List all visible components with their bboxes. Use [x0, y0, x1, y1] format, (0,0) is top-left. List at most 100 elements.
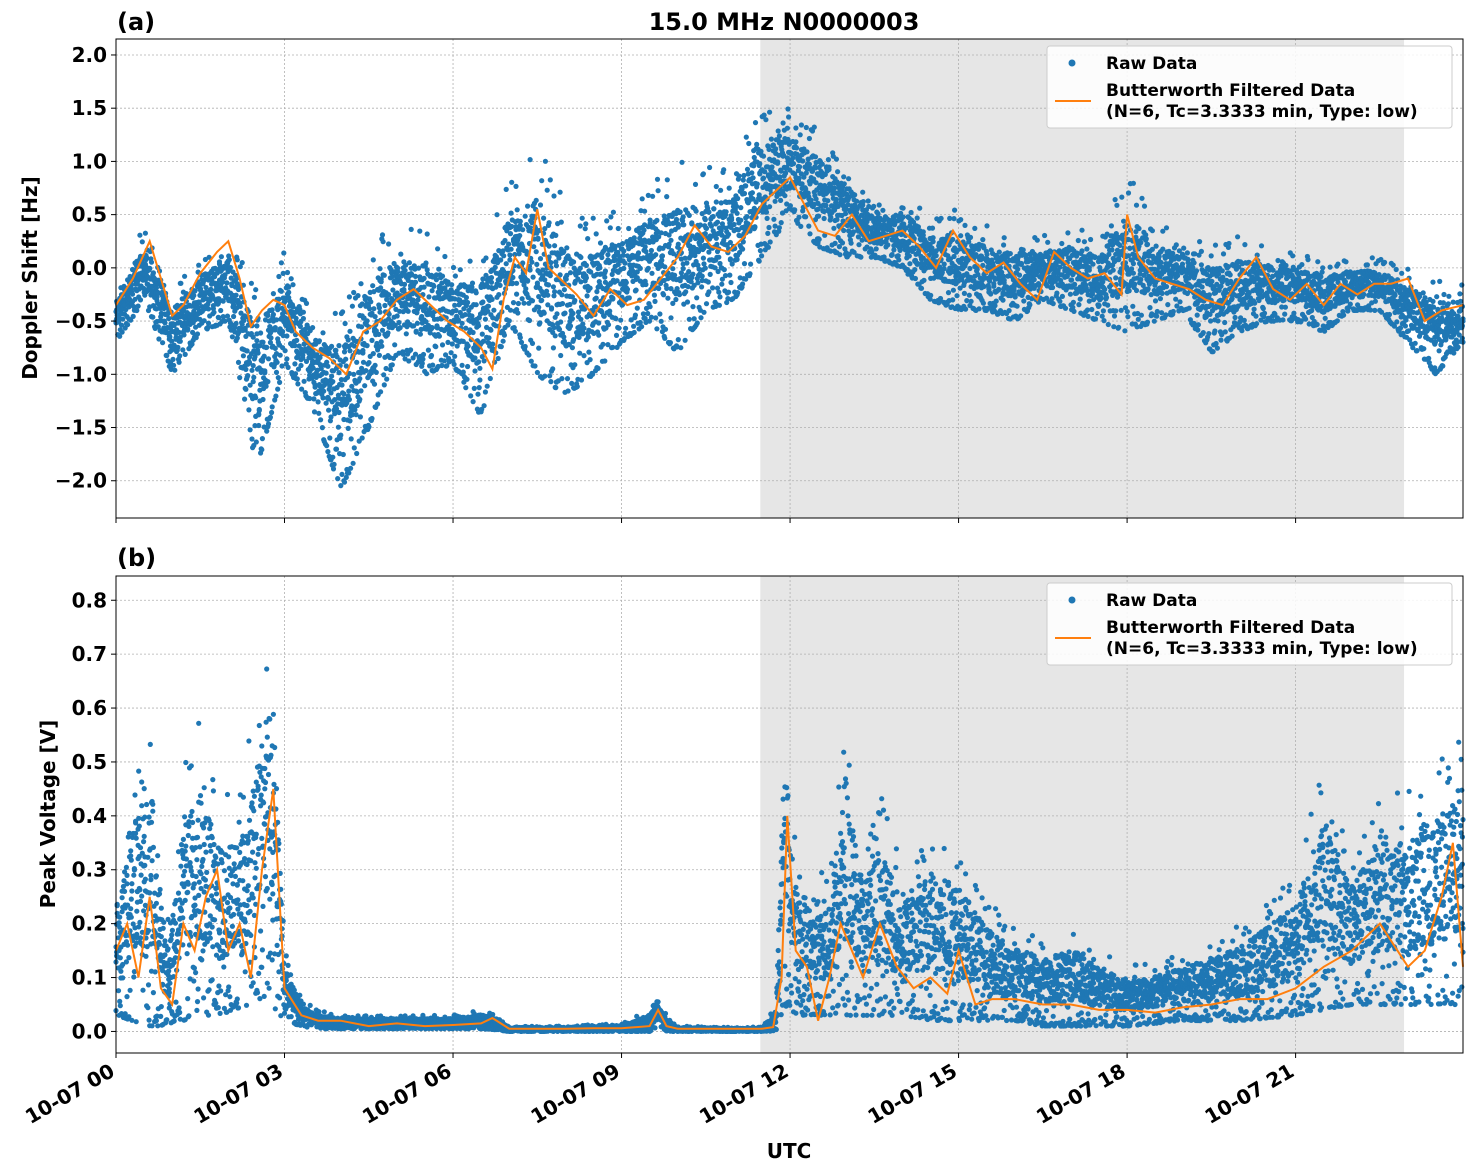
raw-data-point	[177, 360, 182, 365]
raw-data-point	[717, 303, 722, 308]
raw-data-point	[435, 246, 440, 251]
raw-data-point	[1054, 291, 1059, 296]
raw-data-point	[738, 218, 743, 223]
raw-data-point	[286, 365, 291, 370]
raw-data-point	[912, 267, 917, 272]
raw-data-point	[241, 353, 246, 358]
raw-data-point	[398, 252, 403, 257]
raw-data-point	[750, 190, 755, 195]
raw-data-point	[861, 199, 866, 204]
raw-data-point	[692, 316, 697, 321]
raw-data-point	[228, 265, 233, 270]
raw-data-point	[369, 416, 374, 421]
raw-data-point	[616, 226, 621, 231]
raw-data-point	[1068, 292, 1073, 297]
raw-data-point	[962, 291, 967, 296]
raw-data-point	[390, 287, 395, 292]
raw-data-point	[181, 332, 186, 337]
raw-data-point	[273, 325, 278, 330]
raw-data-point	[913, 276, 918, 281]
raw-data-point	[704, 226, 709, 231]
raw-data-point	[535, 370, 540, 375]
raw-data-point	[347, 294, 352, 299]
raw-data-point	[701, 256, 706, 261]
raw-data-point	[343, 357, 348, 362]
raw-data-point	[621, 266, 626, 271]
raw-data-point	[264, 429, 269, 434]
raw-data-point	[773, 146, 778, 151]
raw-data-point	[461, 370, 466, 375]
raw-data-point	[581, 353, 586, 358]
raw-data-point	[896, 257, 901, 262]
raw-data-point	[331, 466, 336, 471]
raw-data-point	[757, 161, 762, 166]
raw-data-point	[293, 371, 298, 376]
raw-data-point	[698, 315, 703, 320]
raw-data-point	[551, 193, 556, 198]
raw-data-point	[415, 321, 420, 326]
raw-data-point	[301, 316, 306, 321]
raw-data-point	[570, 311, 575, 316]
raw-data-point	[489, 275, 494, 280]
raw-data-point	[817, 237, 822, 242]
raw-data-point	[584, 275, 589, 280]
raw-data-point	[706, 210, 711, 215]
raw-data-point	[546, 282, 551, 287]
raw-data-point	[365, 343, 370, 348]
raw-data-point	[525, 278, 530, 283]
raw-data-point	[891, 247, 896, 252]
raw-data-point	[433, 344, 438, 349]
raw-data-point	[610, 296, 615, 301]
raw-data-point	[580, 331, 585, 336]
raw-data-point	[994, 299, 999, 304]
raw-data-point	[260, 397, 265, 402]
raw-data-point	[820, 162, 825, 167]
raw-data-point	[656, 286, 661, 291]
raw-data-point	[183, 352, 188, 357]
raw-data-point	[758, 248, 763, 253]
raw-data-point	[290, 282, 295, 287]
raw-data-point	[485, 384, 490, 389]
raw-data-point	[665, 177, 670, 182]
raw-data-point	[600, 342, 605, 347]
raw-data-point	[530, 298, 535, 303]
raw-data-point	[1109, 247, 1114, 252]
raw-data-point	[565, 376, 570, 381]
raw-data-point	[1002, 235, 1007, 240]
raw-data-point	[607, 309, 612, 314]
raw-data-point	[543, 159, 548, 164]
raw-data-point	[668, 238, 673, 243]
raw-data-point	[268, 415, 273, 420]
raw-data-point	[652, 293, 657, 298]
raw-data-point	[330, 379, 335, 384]
raw-data-point	[919, 286, 924, 291]
raw-data-point	[570, 316, 575, 321]
raw-data-point	[520, 296, 525, 301]
raw-data-point	[951, 254, 956, 259]
raw-data-point	[570, 345, 575, 350]
raw-data-point	[558, 319, 563, 324]
raw-data-point	[496, 356, 501, 361]
raw-data-point	[283, 348, 288, 353]
raw-data-point	[514, 292, 519, 297]
raw-data-point	[222, 319, 227, 324]
raw-data-point	[130, 292, 135, 297]
raw-data-point	[365, 318, 370, 323]
raw-data-point	[917, 206, 922, 211]
raw-data-point	[785, 106, 790, 111]
raw-data-point	[636, 250, 641, 255]
raw-data-point	[392, 342, 397, 347]
raw-data-point	[608, 214, 613, 219]
raw-data-point	[224, 280, 229, 285]
raw-data-point	[728, 256, 733, 261]
raw-data-point	[218, 308, 223, 313]
raw-data-point	[967, 266, 972, 271]
raw-data-point	[622, 261, 627, 266]
raw-data-point	[486, 335, 491, 340]
raw-data-point	[548, 379, 553, 384]
raw-data-point	[1079, 228, 1084, 233]
raw-data-point	[185, 327, 190, 332]
raw-data-point	[384, 366, 389, 371]
raw-data-point	[249, 368, 254, 373]
